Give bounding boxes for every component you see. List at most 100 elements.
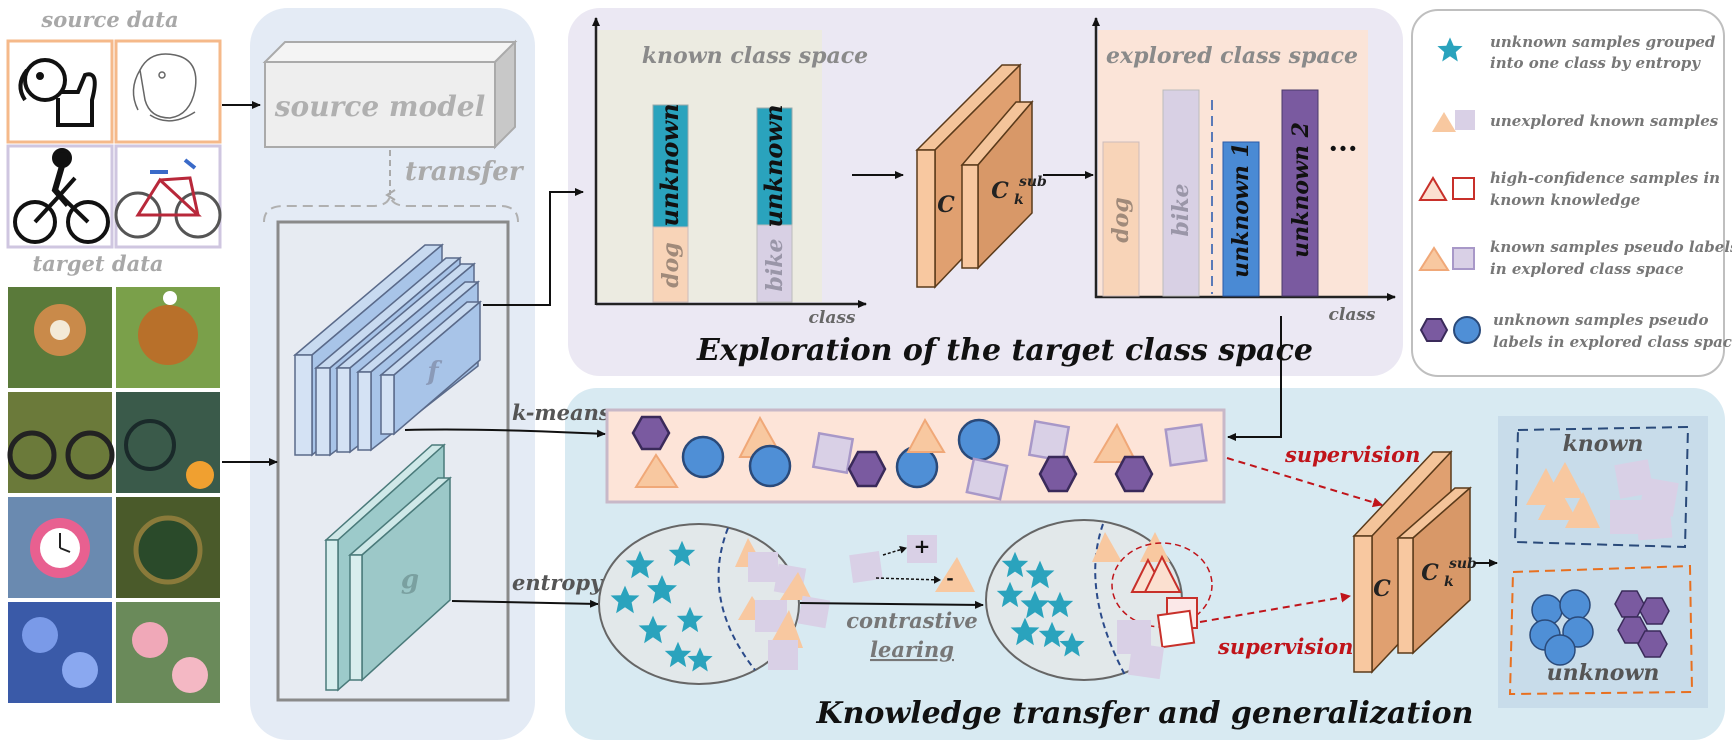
legend-text-3b: known knowledge	[1490, 191, 1640, 209]
source-model-label: source model	[274, 90, 486, 123]
pseudo-square-icon	[1452, 247, 1475, 270]
explored-bar-dog-label: dog	[1108, 197, 1134, 242]
learning-label: learing	[870, 637, 954, 662]
known-bar-dog	[652, 226, 689, 303]
known-space-title: known class space	[642, 43, 868, 69]
g-to-entropy-arrow	[451, 599, 599, 608]
highconf-triangle-icon	[1418, 176, 1448, 201]
explored-bars: dog bike unknown 1 unknown 2 ···	[1102, 89, 1358, 297]
legend-text-1a: unknown samples grouped	[1490, 33, 1716, 51]
classifier-bottom-c-label: C	[1373, 576, 1391, 602]
source-model-box: source model	[262, 39, 518, 150]
target-images	[7, 287, 220, 703]
legend-box	[1411, 9, 1725, 377]
supervision-bottom-arrow	[1199, 592, 1351, 623]
explored-bar-bike-label: bike	[1168, 184, 1194, 237]
legend-text-5a: unknown samples pseudo	[1493, 311, 1708, 329]
known-bar-dog-label: dog	[658, 242, 684, 287]
known-axis-label: class	[809, 308, 856, 328]
transfer-label: transfer	[405, 157, 525, 187]
contrastive-arrow	[799, 600, 984, 609]
legend: unknown samples grouped into one class b…	[1411, 9, 1732, 377]
target-data-title: target data	[32, 251, 163, 276]
classifier-sub-label: C sub k	[991, 174, 1047, 208]
triangle-icon	[1432, 112, 1456, 132]
known-bar-bike-label: bike	[762, 239, 788, 292]
explored-bar-unknown-1	[1222, 141, 1260, 297]
svg-text:C: C	[991, 178, 1009, 204]
after-known-samples	[1092, 532, 1213, 680]
cyclist-sketch-icon	[13, 148, 110, 244]
explored-space-title: explored class space	[1106, 43, 1358, 69]
legend-text-2: unexplored known samples	[1490, 112, 1719, 130]
knowledge-section-title: Knowledge transfer and generalization	[816, 696, 1474, 731]
pink-flower-photo	[116, 602, 220, 703]
contrastive-label: contrastive	[846, 608, 978, 633]
f-to-kmeans-arrow	[404, 428, 606, 438]
f-layers	[292, 243, 483, 457]
known-bar-bike	[756, 224, 793, 303]
f-to-known-arrow	[483, 188, 584, 306]
classifier-bottom	[1352, 450, 1472, 674]
kmeans-label: k-means	[512, 400, 611, 425]
svg-text:C: C	[1421, 560, 1439, 586]
bike-sketch-icon	[114, 158, 222, 239]
explored-ellipsis: ···	[1328, 132, 1357, 165]
svg-text:sub: sub	[1019, 174, 1047, 190]
explored-bar-unknown-2-label: unknown 2	[1288, 122, 1314, 258]
classifier-c-label: C	[937, 192, 955, 218]
transfer-brace	[263, 195, 519, 223]
exploration-section-title: Exploration of the target class space	[696, 333, 1313, 368]
legend-text-1b: into one class by entropy	[1490, 54, 1701, 72]
dog-sketch-icon	[18, 58, 97, 127]
kmeans-samples	[631, 415, 1208, 501]
unknown-cluster	[1529, 589, 1670, 666]
svg-text:sub: sub	[1449, 556, 1477, 572]
svg-text:k: k	[1444, 574, 1454, 590]
source-data-title: source data	[40, 7, 178, 32]
supervision-bottom-label: supervision	[1217, 634, 1353, 659]
dog-head-sketch-icon	[132, 53, 197, 122]
after-contrastive-boundary	[1094, 523, 1126, 676]
explored-bar-bike	[1162, 89, 1200, 297]
g-layers	[324, 443, 452, 692]
known-bars: unknown dog unknown bike	[652, 103, 793, 303]
legend-text-5b: labels in explored class space	[1493, 333, 1732, 351]
contrastive-plus: +	[914, 534, 931, 558]
explored-bar-unknown-2	[1281, 89, 1319, 297]
unknown-region	[1508, 564, 1694, 696]
source-images	[6, 39, 222, 249]
explored-bar-dog	[1102, 141, 1140, 297]
before-contrastive-boundary	[717, 527, 756, 671]
circle-icon	[1453, 316, 1481, 344]
svg-text:k: k	[1014, 192, 1024, 208]
entropy-label: entropy	[512, 570, 604, 595]
model-panel: source model transfer	[222, 8, 535, 740]
legend-text-4a: known samples pseudo labels	[1490, 238, 1732, 256]
f-label: f	[425, 357, 442, 387]
legend-text-3a: high-confidence samples in	[1490, 169, 1720, 187]
square-icon	[1455, 110, 1475, 130]
pseudo-triangle-icon	[1418, 246, 1450, 271]
supervision-top-label: supervision	[1284, 442, 1420, 467]
explored-bar-unknown-1-label: unknown 1	[1228, 142, 1254, 278]
hexagon-icon	[1419, 318, 1449, 342]
sketch-dog-head-image	[114, 39, 222, 144]
known-region-label: known	[1563, 431, 1644, 457]
output-panel	[1498, 416, 1708, 708]
classifier-bottom-sub-label: C sub k	[1421, 556, 1477, 590]
known-cluster	[1526, 459, 1679, 541]
explored-axis-label: class	[1329, 305, 1376, 325]
contrastive-samples	[849, 535, 975, 592]
g-label: g	[401, 565, 419, 595]
knowledge-panel: k-means supervision entropy	[404, 316, 1725, 740]
known-region	[1513, 425, 1690, 549]
highconf-square-icon	[1452, 177, 1475, 200]
supervision-top-arrow	[1226, 457, 1383, 508]
contrastive-minus: -	[946, 568, 953, 589]
known-bar-unknown-2-label: unknown	[759, 104, 788, 227]
classifier-top	[915, 63, 1034, 289]
sketch-bike-image	[114, 144, 222, 249]
explored-to-kmeans-arrow	[1227, 316, 1282, 441]
